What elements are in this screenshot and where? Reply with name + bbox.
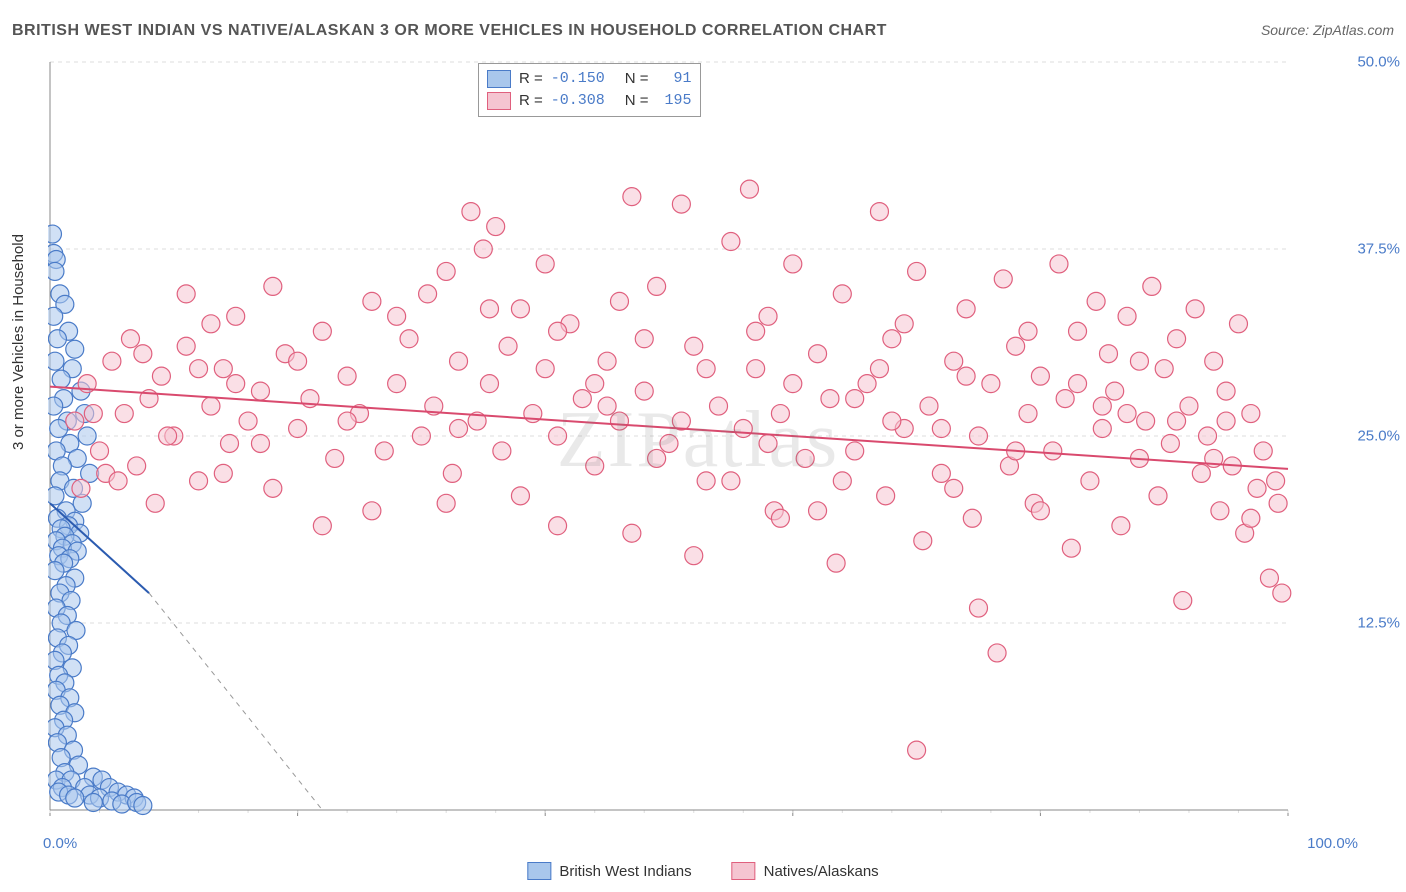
chart-title: BRITISH WEST INDIAN VS NATIVE/ALASKAN 3 … [12,22,887,40]
stats-row-series1: R = -0.150 N = 91 [487,68,692,90]
correlation-stats-box: R = -0.150 N = 91 R = -0.308 N = 195 [478,63,701,117]
x-tick-0: 0.0% [43,835,77,852]
y-tick-label: 37.5% [1357,241,1400,258]
x-tick-100: 100.0% [1307,835,1358,852]
swatch-series1 [487,70,511,88]
legend-swatch-series2 [732,862,756,880]
legend-swatch-series1 [527,862,551,880]
n-label: N = [625,90,649,112]
n-label: N = [625,68,649,90]
legend-item-series2: Natives/Alaskans [732,862,879,880]
y-axis-label: 3 or more Vehicles in Household [10,234,27,450]
scatter-chart-svg [48,60,1348,830]
r-value-series1: -0.150 [551,68,605,90]
n-value-series1: 91 [657,68,692,90]
stats-row-series2: R = -0.308 N = 195 [487,90,692,112]
y-tick-label: 50.0% [1357,54,1400,71]
y-tick-label: 25.0% [1357,428,1400,445]
legend-item-series1: British West Indians [527,862,691,880]
chart-area: ZIPatlas R = -0.150 N = 91 R = -0.308 N … [48,60,1348,830]
y-tick-label: 12.5% [1357,615,1400,632]
legend: British West Indians Natives/Alaskans [527,862,878,880]
source-attribution: Source: ZipAtlas.com [1261,22,1394,38]
r-label: R = [519,68,543,90]
legend-label-series2: Natives/Alaskans [764,863,879,880]
legend-label-series1: British West Indians [559,863,691,880]
r-label: R = [519,90,543,112]
n-value-series2: 195 [657,90,692,112]
swatch-series2 [487,92,511,110]
r-value-series2: -0.308 [551,90,605,112]
